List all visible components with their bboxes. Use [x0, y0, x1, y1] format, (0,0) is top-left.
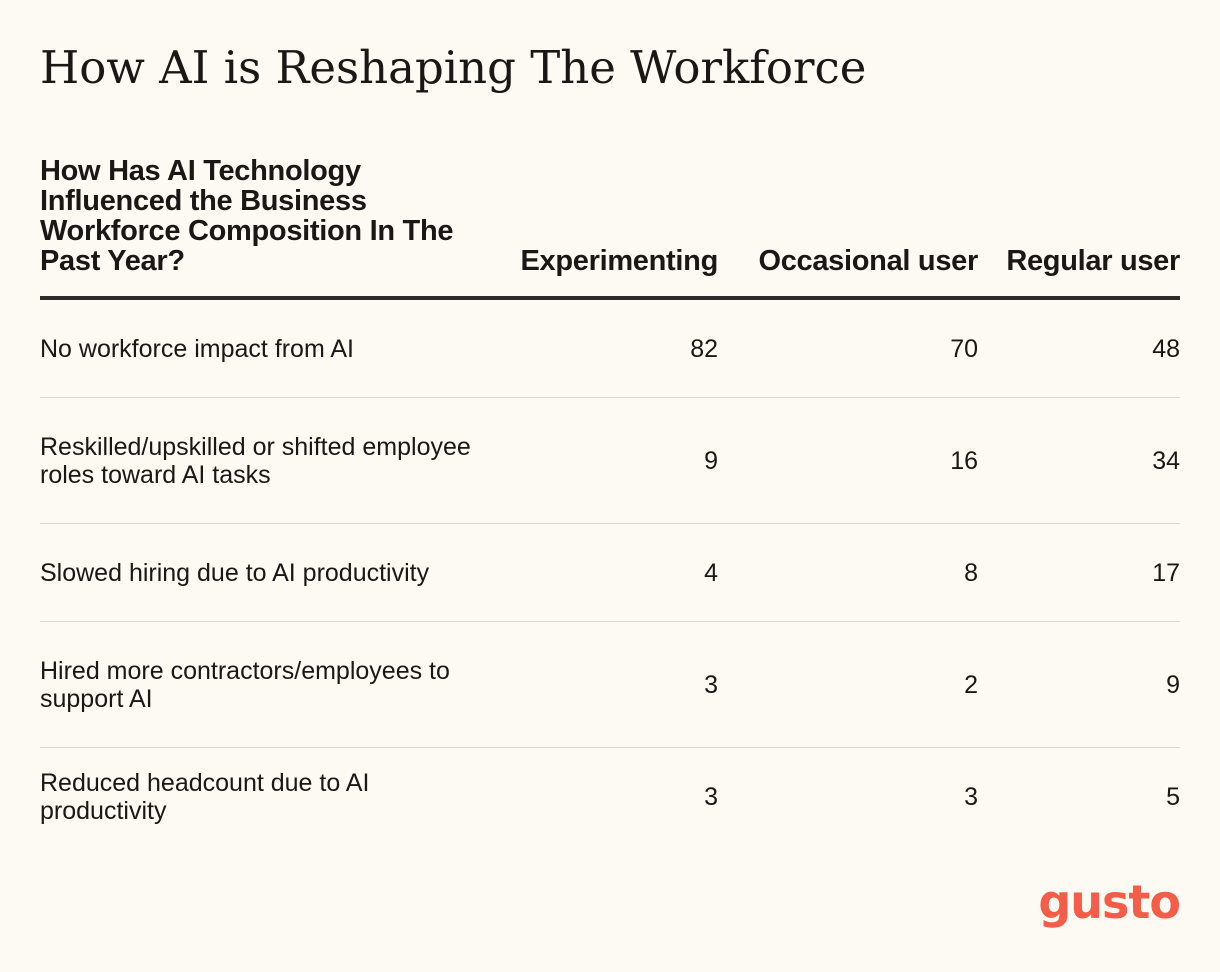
question-header: How Has AI Technology Influenced the Bus… [40, 156, 480, 300]
experimenting-value: 9 [704, 446, 718, 475]
occasional-user-value: 2 [964, 670, 978, 699]
row-label: Reduced headcount due to AI productivity [40, 768, 370, 825]
occasional-user-value: 70 [950, 334, 978, 363]
regular-user-value: 34 [1152, 446, 1180, 475]
column-header-experimenting: Experimenting [480, 156, 718, 300]
experimenting-value: 3 [704, 782, 718, 811]
table-row: Reskilled/upskilled or shifted employee … [40, 398, 1180, 524]
regular-user-value: 9 [1166, 670, 1180, 699]
experimenting-value: 82 [690, 334, 718, 363]
row-label: No workforce impact from AI [40, 334, 354, 363]
experimenting-value: 3 [704, 670, 718, 699]
column-header-occasional-user: Occasional user [718, 156, 978, 300]
table-row: Reduced headcount due to AI productivity… [40, 748, 1180, 846]
row-label: Reskilled/upskilled or shifted employee … [40, 432, 471, 489]
header-row: How Has AI Technology Influenced the Bus… [40, 156, 1180, 300]
occasional-user-value: 3 [964, 782, 978, 811]
table-row: No workforce impact from AI 82 70 48 [40, 298, 1180, 398]
table-row: Hired more contractors/employees to supp… [40, 622, 1180, 748]
column-header-regular-user: Regular user [978, 156, 1180, 300]
occasional-user-value: 8 [964, 558, 978, 587]
row-label: Hired more contractors/employees to supp… [40, 656, 450, 713]
regular-user-value: 5 [1166, 782, 1180, 811]
page-title: How AI is Reshaping The Workforce [40, 41, 867, 94]
gusto-logo: gusto [1038, 875, 1181, 929]
experimenting-value: 4 [704, 558, 718, 587]
survey-table: How Has AI Technology Influenced the Bus… [40, 156, 1180, 845]
table-row: Slowed hiring due to AI productivity 4 8… [40, 524, 1180, 622]
occasional-user-value: 16 [950, 446, 978, 475]
regular-user-value: 17 [1152, 558, 1180, 587]
regular-user-value: 48 [1152, 334, 1180, 363]
row-label: Slowed hiring due to AI productivity [40, 558, 430, 587]
